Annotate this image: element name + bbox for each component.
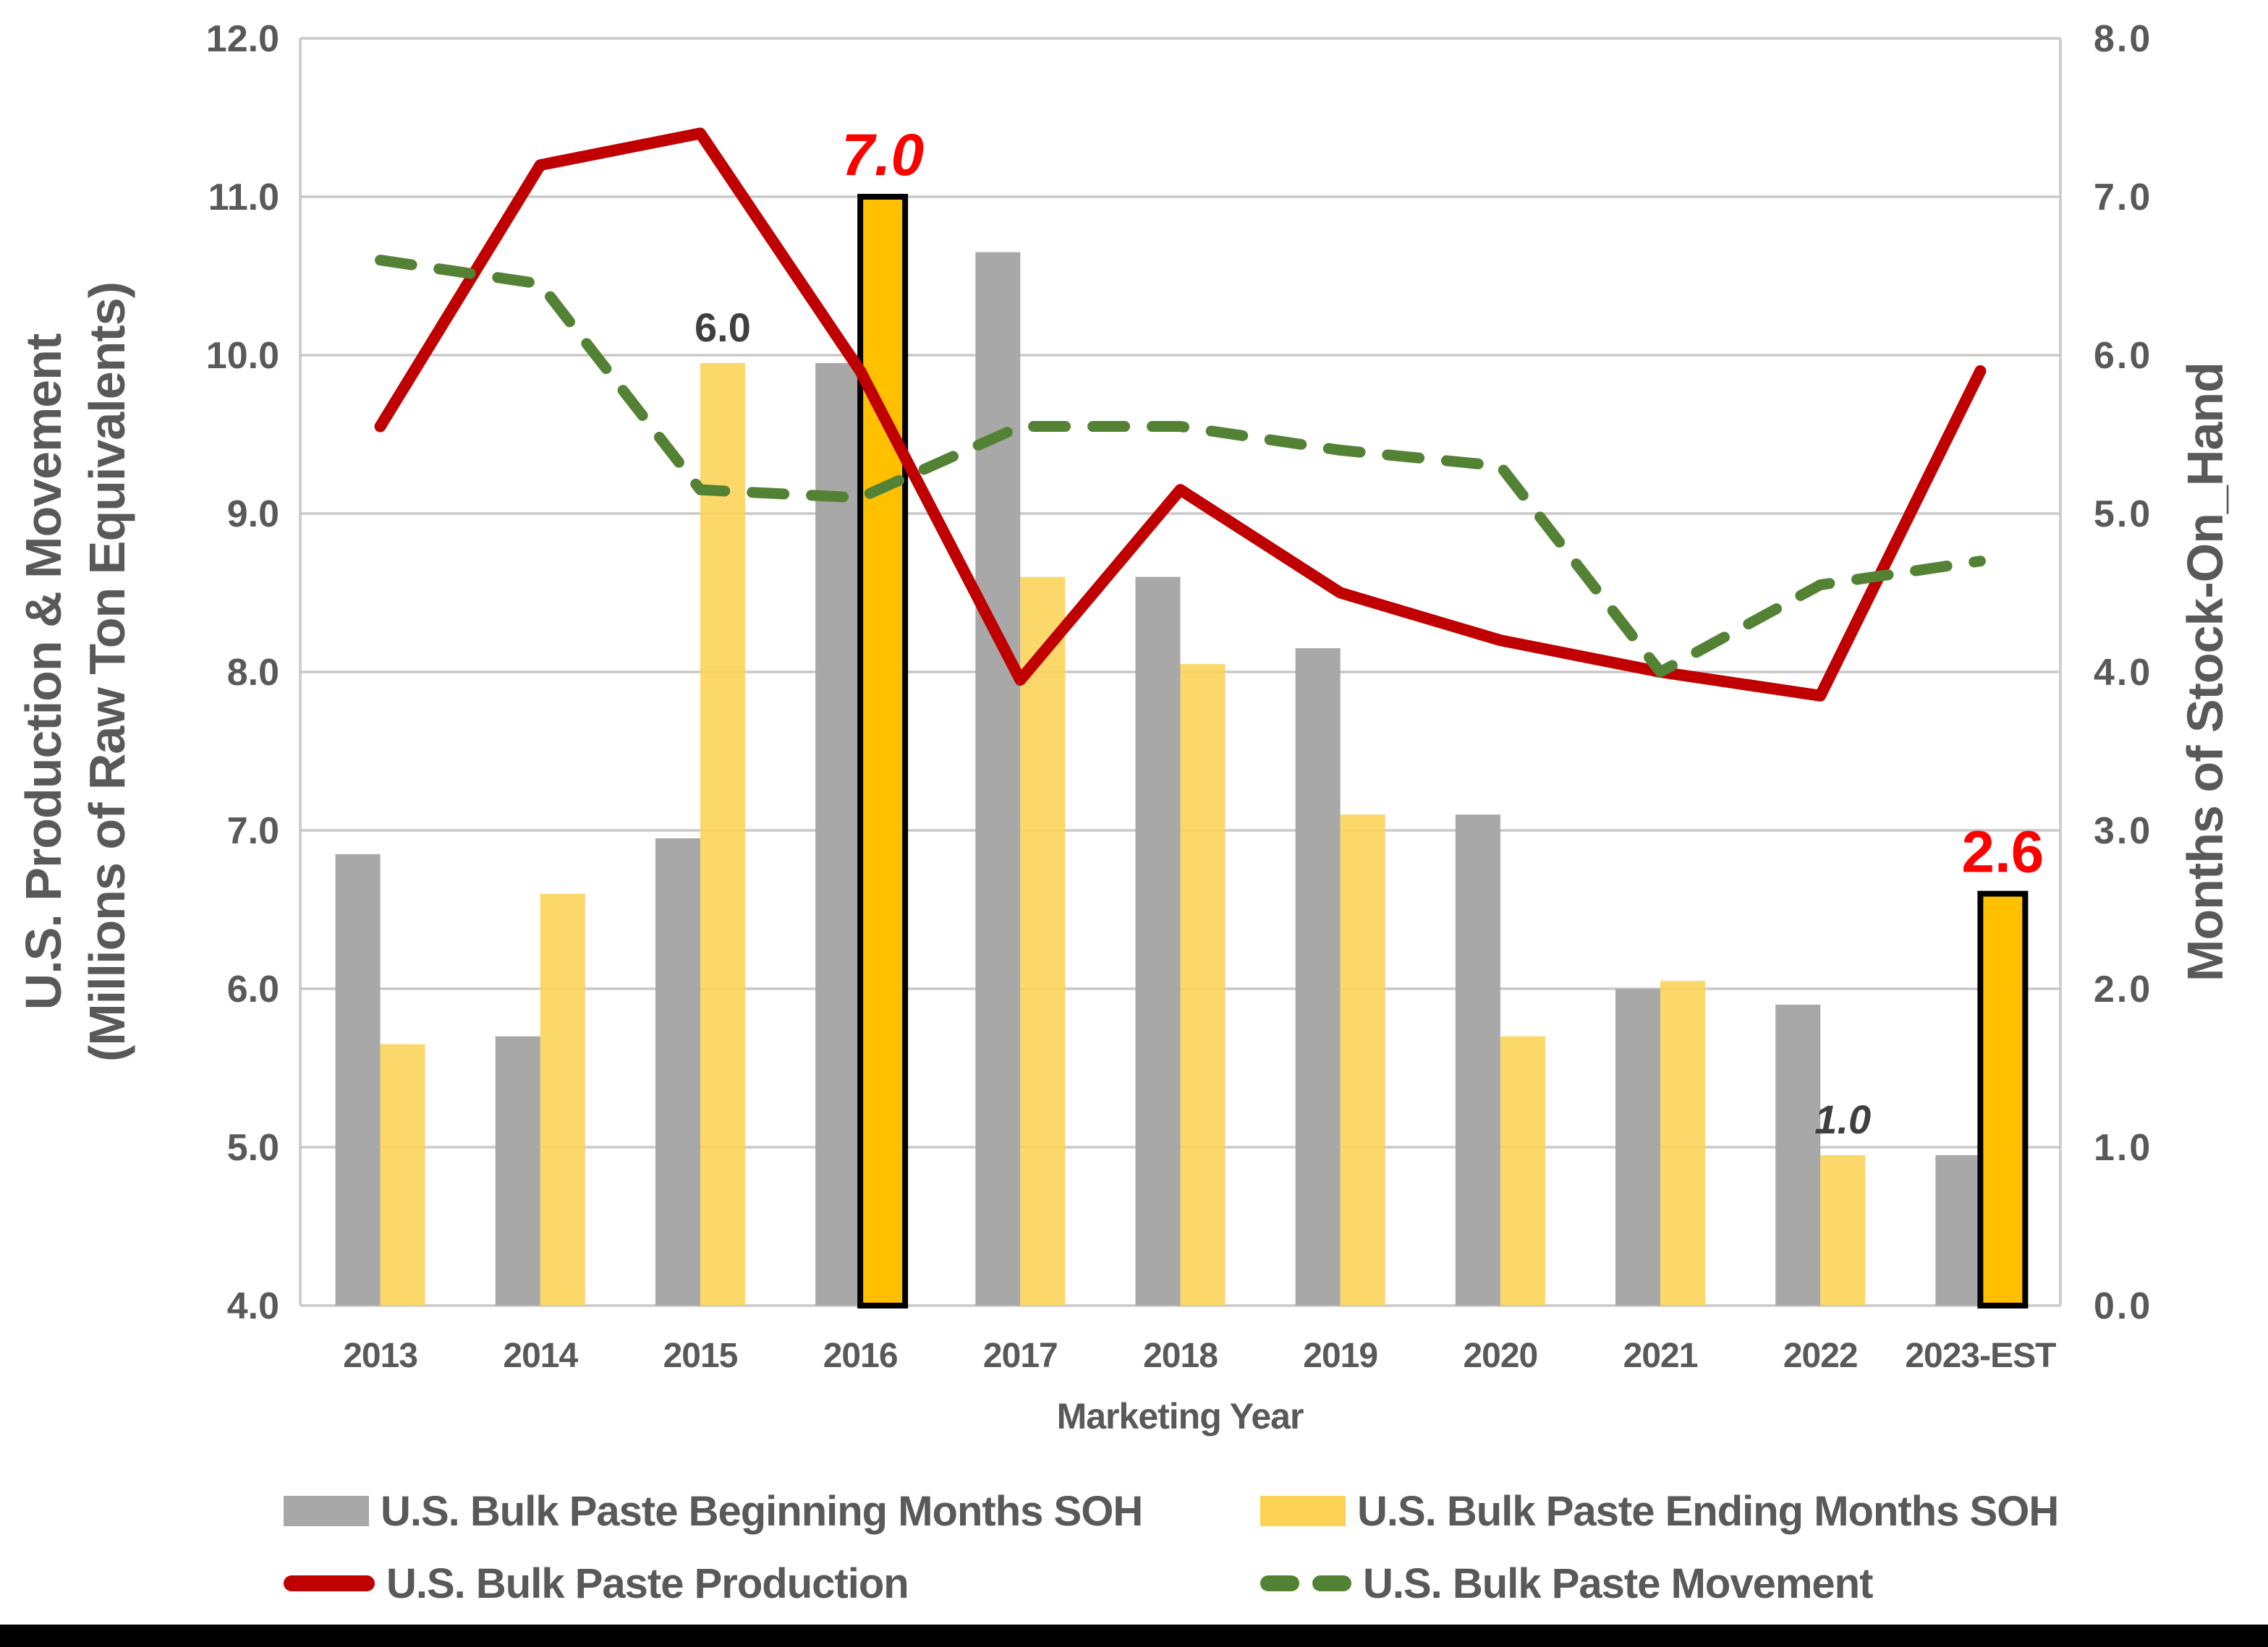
legend-item-beginning-soh: U.S. Bulk Paste Beginning Months SOH <box>284 1485 1143 1537</box>
left-tick-label: 8.0 <box>227 652 279 694</box>
left-axis-tick-labels: 12.0 11.0 10.0 9.0 8.0 7.0 6.0 5.0 4.0 <box>206 18 279 1327</box>
right-tick-label: 8.0 <box>2094 18 2152 60</box>
x-axis-category-labels: 2013 2014 2015 2016 2017 2018 2019 2020 2021 2022… <box>343 1337 2057 1375</box>
beginning-soh-bar-2020 <box>1455 814 1500 1306</box>
ending-soh-bar-2016 <box>857 194 909 1308</box>
bar-value-annotation: 2.6 <box>1961 820 2044 885</box>
category-label: 2018 <box>1143 1337 1218 1375</box>
category-label: 2014 <box>503 1337 578 1375</box>
left-tick-label: 10.0 <box>206 335 279 377</box>
right-tick-label: 4.0 <box>2094 652 2152 694</box>
category-label: 2022 <box>1783 1337 1858 1375</box>
left-tick-label: 4.0 <box>227 1285 279 1327</box>
bar-value-annotation: 1.0 <box>1814 1097 1871 1142</box>
left-axis-title-line1: U.S. Production & Movement <box>15 333 72 1010</box>
bar-value-annotation: 7.0 <box>841 122 924 188</box>
left-tick-label: 12.0 <box>206 18 279 60</box>
beginning-soh-bar-2013 <box>335 854 381 1306</box>
legend-item-ending-soh: U.S. Bulk Paste Ending Months SOH <box>1260 1485 2059 1537</box>
beginning-soh-bar-2022 <box>1775 1004 1821 1306</box>
right-axis-title: Months of Stock-On_Hand <box>2177 362 2233 982</box>
movement-line-swatch <box>1260 1575 1351 1591</box>
beginning-soh-bar-2017 <box>975 252 1021 1306</box>
right-tick-label: 0.0 <box>2094 1285 2152 1327</box>
bottom-border-bar <box>0 1625 2268 1647</box>
ending-soh-bar-2021 <box>1660 981 1706 1306</box>
left-tick-label: 11.0 <box>208 176 279 218</box>
beginning-soh-bar-2015 <box>655 838 700 1306</box>
legend-label-movement: U.S. Bulk Paste Movement <box>1363 1559 1873 1607</box>
category-label: 2023-EST <box>1905 1337 2056 1375</box>
beginning-soh-bar-2021 <box>1615 989 1661 1306</box>
ending-soh-bar-2018 <box>1180 664 1226 1306</box>
movement-line <box>375 255 1986 678</box>
category-label: 2013 <box>343 1337 417 1375</box>
left-axis-title-line2: (Millions of Raw Ton Equivalents) <box>79 282 135 1062</box>
beginning-soh-bar-2016 <box>815 362 861 1306</box>
category-label: 2021 <box>1623 1337 1698 1375</box>
legend-item-movement: U.S. Bulk Paste Movement <box>1260 1557 1873 1609</box>
right-tick-label: 6.0 <box>2094 335 2152 377</box>
ending-soh-bar-2020 <box>1500 1036 1545 1306</box>
category-label: 2015 <box>663 1337 738 1375</box>
ending-soh-bar-2015 <box>700 362 745 1306</box>
movement-dash-segment <box>1312 1575 1351 1591</box>
category-label: 2017 <box>983 1337 1058 1375</box>
ending-soh-bar-2014 <box>540 893 585 1306</box>
left-tick-label: 9.0 <box>227 493 279 535</box>
bar-series <box>335 194 2029 1308</box>
right-axis-tick-labels: 8.0 7.0 6.0 5.0 4.0 3.0 2.0 1.0 0.0 <box>2094 18 2152 1327</box>
right-tick-label: 3.0 <box>2094 810 2152 852</box>
production-line-swatch <box>284 1575 375 1591</box>
right-tick-label: 5.0 <box>2094 493 2152 535</box>
legend-label-ending-soh: U.S. Bulk Paste Ending Months SOH <box>1357 1487 2059 1535</box>
movement-dash-segment <box>1260 1575 1299 1591</box>
ending-soh-bar-2022 <box>1820 1154 1866 1306</box>
data-annotations: 6.0 7.0 1.0 2.6 <box>695 122 2044 1142</box>
production-line <box>374 127 1987 702</box>
left-tick-label: 5.0 <box>227 1127 279 1169</box>
right-tick-label: 2.0 <box>2094 969 2152 1010</box>
beginning-soh-swatch <box>284 1496 369 1526</box>
bar-value-annotation: 6.0 <box>695 305 751 350</box>
beginning-soh-bar-2014 <box>495 1036 540 1306</box>
beginning-soh-bar-2018 <box>1135 576 1181 1306</box>
category-label: 2020 <box>1463 1337 1537 1375</box>
right-tick-label: 7.0 <box>2094 176 2152 218</box>
left-tick-label: 6.0 <box>227 969 279 1010</box>
ending-soh-swatch <box>1260 1496 1346 1526</box>
right-tick-label: 1.0 <box>2094 1127 2152 1169</box>
ending-soh-bar-2023-EST <box>1977 890 2029 1308</box>
category-label: 2019 <box>1303 1337 1377 1375</box>
category-label: 2016 <box>823 1337 898 1375</box>
ending-soh-bar-2013 <box>380 1044 425 1306</box>
ending-soh-bar-2017 <box>1020 576 1066 1306</box>
x-axis-title: Marketing Year <box>1057 1396 1304 1437</box>
beginning-soh-bar-2019 <box>1295 648 1341 1306</box>
beginning-soh-bar-2023-EST <box>1935 1154 1981 1306</box>
line-series <box>374 127 1987 702</box>
legend-label-production: U.S. Bulk Paste Production <box>386 1559 909 1607</box>
left-tick-label: 7.0 <box>227 810 279 852</box>
legend-item-production: U.S. Bulk Paste Production <box>284 1557 909 1609</box>
legend-label-beginning-soh: U.S. Bulk Paste Beginning Months SOH <box>381 1487 1143 1535</box>
ending-soh-bar-2019 <box>1340 814 1385 1306</box>
